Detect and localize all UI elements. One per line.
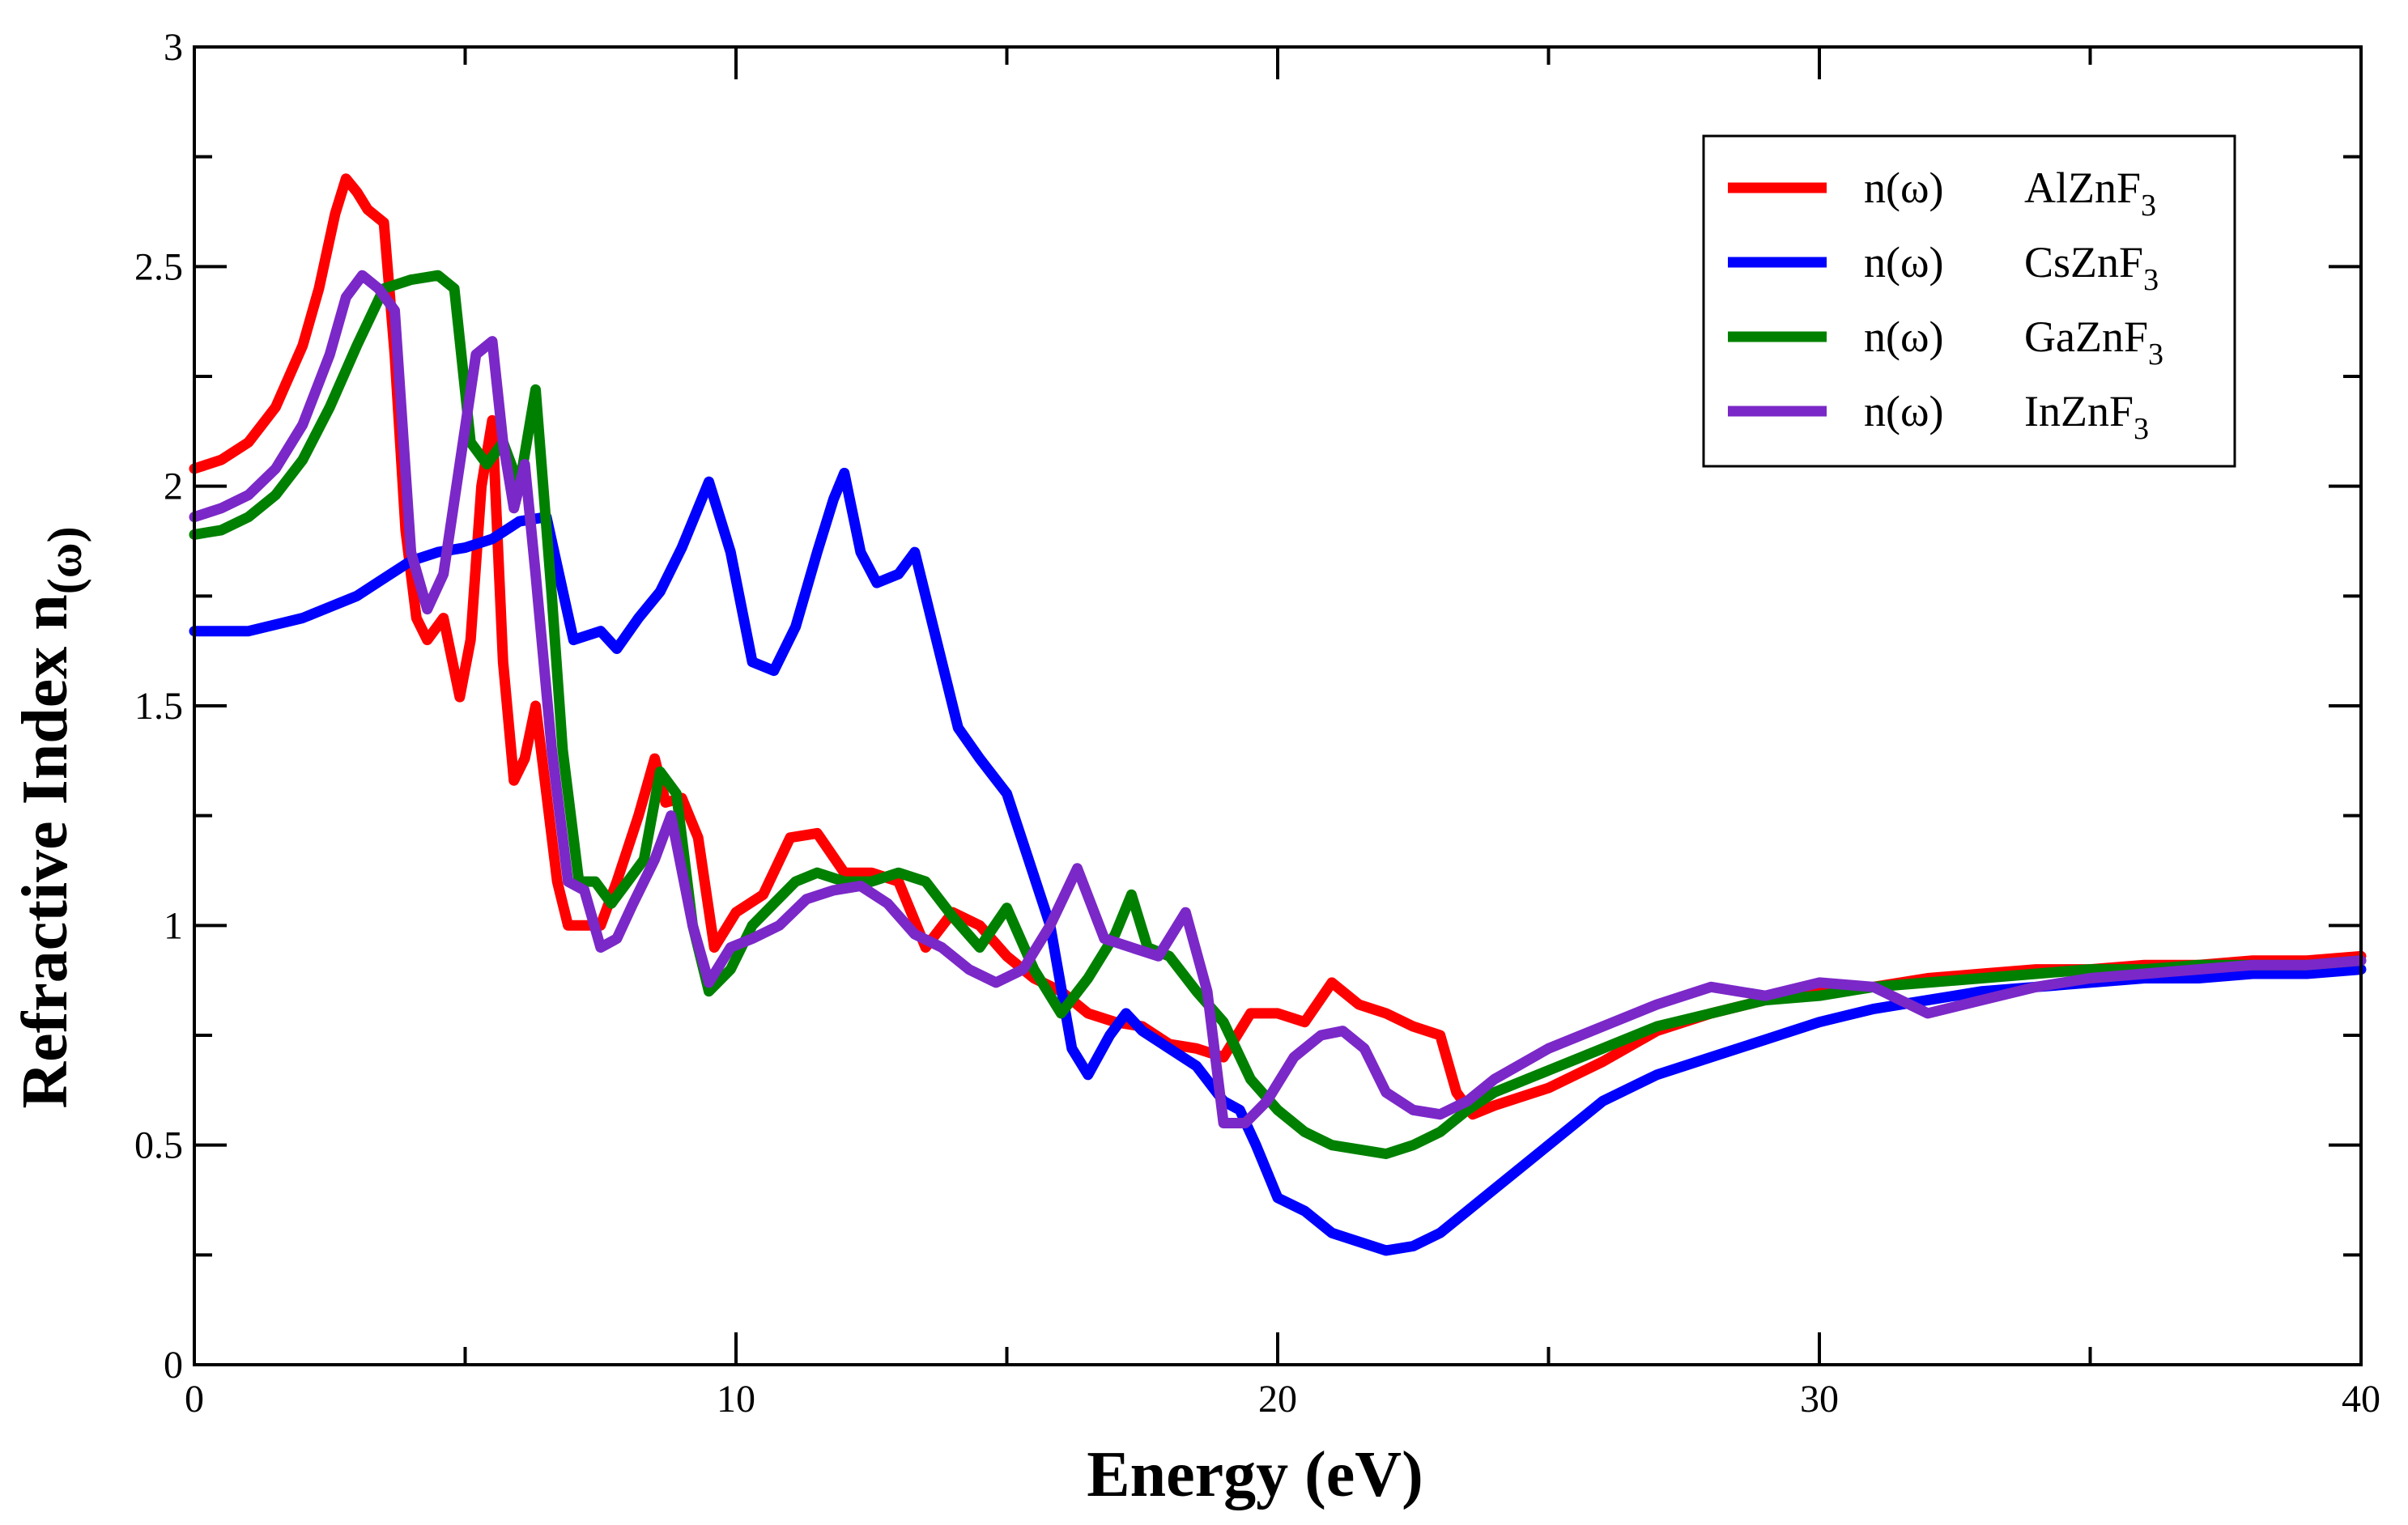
y-tick-label: 2 bbox=[164, 465, 183, 508]
y-tick-label: 0 bbox=[164, 1344, 183, 1387]
y-tick-label: 1 bbox=[164, 904, 183, 947]
y-axis-title-main: Refractive Index n bbox=[10, 594, 81, 1108]
legend-label-material: AlZnF3 bbox=[2024, 164, 2156, 223]
legend-label-material: CsZnF3 bbox=[2024, 238, 2159, 297]
series-line-csznf3 bbox=[189, 467, 2367, 1256]
legend-label-prefix: n(ω) bbox=[1864, 387, 1944, 435]
legend-label-material: InZnF3 bbox=[2024, 387, 2149, 446]
y-tick-label: 0.5 bbox=[134, 1124, 183, 1167]
legend: n(ω) AlZnF3 n(ω) CsZnF3 n(ω) GaZnF3 n(ω) InZnF3 bbox=[1702, 134, 2236, 468]
x-tick-label: 10 bbox=[717, 1378, 755, 1421]
x-tick-label: 20 bbox=[1258, 1378, 1297, 1421]
legend-label-prefix: n(ω) bbox=[1864, 312, 1944, 361]
y-tick-label: 1.5 bbox=[134, 685, 183, 728]
legend-label-material: GaZnF3 bbox=[2024, 312, 2163, 372]
x-tick-label: 40 bbox=[2342, 1378, 2380, 1421]
series-layer bbox=[189, 173, 2367, 1256]
legend-label-prefix: n(ω) bbox=[1864, 238, 1944, 287]
y-tick-label: 2.5 bbox=[134, 245, 183, 288]
legend-label-prefix: n(ω) bbox=[1864, 164, 1944, 212]
y-tick-label: 3 bbox=[164, 26, 183, 69]
series-line-inznf3 bbox=[189, 270, 2367, 1128]
ticks-layer: 0 10 20 30 40 0 0.5 1 1.5 2 2.5 3 bbox=[134, 26, 2380, 1421]
y-axis-title-subscript: (ω) bbox=[38, 526, 91, 594]
series-line-gaznf3 bbox=[189, 270, 2367, 1159]
series-line-alznf3 bbox=[189, 173, 2367, 1120]
x-tick-label: 0 bbox=[185, 1378, 204, 1421]
x-tick-label: 30 bbox=[1800, 1378, 1839, 1421]
y-axis-title: Refractive Index n(ω) bbox=[10, 526, 91, 1108]
x-axis-title: Energy (eV) bbox=[1087, 1439, 1423, 1510]
